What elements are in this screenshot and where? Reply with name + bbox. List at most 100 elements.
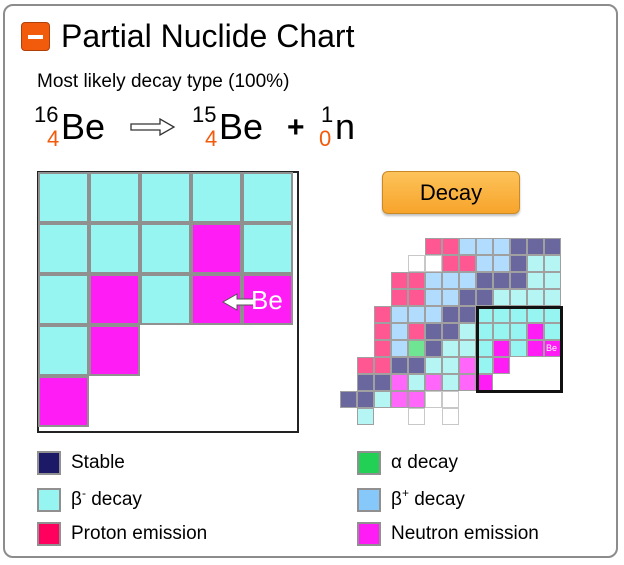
- nuclide-cell-beta-minus[interactable]: [140, 274, 191, 325]
- mini-cell-beta-plus[interactable]: [391, 323, 408, 340]
- mini-cell-empty[interactable]: [425, 391, 442, 408]
- mini-cell-beta-plus[interactable]: [391, 340, 408, 357]
- mini-cell-beta-plus[interactable]: [476, 238, 493, 255]
- nuclide-cell-neutron[interactable]: [38, 376, 89, 427]
- mini-cell-proton[interactable]: [374, 306, 391, 323]
- mini-cell-beta-minus[interactable]: [442, 357, 459, 374]
- nuclide-cell-beta-minus[interactable]: [38, 325, 89, 376]
- mini-cell-beta-minus[interactable]: [357, 408, 374, 425]
- mini-cell-neutron-hi[interactable]: [493, 357, 510, 374]
- mini-cell-proton[interactable]: [357, 357, 374, 374]
- mini-cell-neutron[interactable]: [391, 391, 408, 408]
- mini-cell-stable[interactable]: [493, 272, 510, 289]
- mini-cell-beta-minus[interactable]: [544, 272, 561, 289]
- collapse-button[interactable]: [21, 22, 50, 51]
- mini-cell-empty[interactable]: [408, 408, 425, 425]
- mini-cell-beta-minus[interactable]: [544, 255, 561, 272]
- mini-cell-beta-plus[interactable]: [442, 272, 459, 289]
- nuclide-cell-beta-minus[interactable]: [242, 223, 293, 274]
- mini-cell-beta-minus[interactable]: [527, 272, 544, 289]
- nuclide-cell-neutron[interactable]: [89, 274, 140, 325]
- mini-cell-beta-plus[interactable]: [493, 255, 510, 272]
- mini-cell-beta-plus[interactable]: [459, 272, 476, 289]
- nuclide-cell-beta-minus[interactable]: [89, 223, 140, 274]
- mini-cell-stable[interactable]: [476, 289, 493, 306]
- nuclide-cell-neutron[interactable]: [89, 325, 140, 376]
- mini-cell-beta-plus[interactable]: [408, 306, 425, 323]
- mini-cell-proton[interactable]: [391, 289, 408, 306]
- mini-cell-beta-plus[interactable]: [425, 306, 442, 323]
- mini-cell-beta-minus[interactable]: [408, 374, 425, 391]
- mini-cell-neutron[interactable]: [425, 374, 442, 391]
- mini-cell-beta-plus[interactable]: [425, 272, 442, 289]
- nuclide-cell-beta-minus[interactable]: [140, 223, 191, 274]
- mini-cell-proton[interactable]: [374, 323, 391, 340]
- mini-cell-beta-plus[interactable]: [391, 306, 408, 323]
- mini-nuclide-chart[interactable]: Be: [340, 238, 563, 425]
- nuclide-cell-beta-minus[interactable]: [89, 172, 140, 223]
- mini-cell-neutron-hi[interactable]: [527, 323, 544, 340]
- mini-cell-empty[interactable]: [425, 255, 442, 272]
- nuclide-cell-neutron[interactable]: [191, 223, 242, 274]
- mini-cell-neutron-hi[interactable]: [493, 340, 510, 357]
- mini-cell-proton[interactable]: [408, 272, 425, 289]
- mini-cell-neutron[interactable]: [391, 374, 408, 391]
- mini-cell-beta-plus[interactable]: [425, 289, 442, 306]
- mini-cell-beta-minus-hi[interactable]: [493, 323, 510, 340]
- mini-cell-beta-plus[interactable]: [476, 255, 493, 272]
- nuclide-cell-beta-minus[interactable]: [38, 223, 89, 274]
- mini-cell-beta-minus[interactable]: [527, 289, 544, 306]
- mini-cell-stable[interactable]: [408, 357, 425, 374]
- mini-cell-empty[interactable]: [442, 408, 459, 425]
- mini-cell-neutron-hi[interactable]: [527, 340, 544, 357]
- mini-cell-stable[interactable]: [510, 272, 527, 289]
- mini-cell-alpha[interactable]: [408, 340, 425, 357]
- mini-cell-beta-minus[interactable]: [527, 255, 544, 272]
- mini-cell-beta-minus[interactable]: [459, 340, 476, 357]
- mini-cell-stable[interactable]: [544, 238, 561, 255]
- mini-cell-neutron[interactable]: [459, 374, 476, 391]
- mini-cell-beta-minus-hi[interactable]: [510, 323, 527, 340]
- nuclide-cell-beta-minus[interactable]: [242, 172, 293, 223]
- decay-button[interactable]: Decay: [382, 171, 520, 214]
- mini-cell-beta-minus[interactable]: [493, 289, 510, 306]
- nuclide-cell-beta-minus[interactable]: [140, 172, 191, 223]
- mini-cell-empty[interactable]: [408, 255, 425, 272]
- mini-cell-beta-minus[interactable]: [374, 391, 391, 408]
- mini-cell-stable[interactable]: [425, 340, 442, 357]
- mini-cell-proton[interactable]: [459, 255, 476, 272]
- mini-cell-beta-minus[interactable]: [442, 340, 459, 357]
- mini-cell-proton[interactable]: [442, 238, 459, 255]
- mini-cell-neutron[interactable]: [459, 357, 476, 374]
- mini-cell-beta-minus-hi[interactable]: [510, 340, 527, 357]
- mini-cell-stable[interactable]: [527, 238, 544, 255]
- mini-cell-beta-minus[interactable]: [510, 289, 527, 306]
- mini-cell-stable[interactable]: [510, 255, 527, 272]
- mini-cell-stable[interactable]: [391, 357, 408, 374]
- mini-cell-proton[interactable]: [391, 272, 408, 289]
- mini-cell-proton[interactable]: [408, 289, 425, 306]
- mini-cell-stable[interactable]: [442, 306, 459, 323]
- mini-cell-beta-minus[interactable]: [425, 357, 442, 374]
- mini-cell-stable[interactable]: [357, 374, 374, 391]
- mini-cell-proton[interactable]: [408, 323, 425, 340]
- mini-cell-stable[interactable]: [425, 323, 442, 340]
- mini-cell-neutron[interactable]: [408, 391, 425, 408]
- mini-cell-stable[interactable]: [442, 323, 459, 340]
- mini-cell-stable[interactable]: [459, 289, 476, 306]
- nuclide-cell-beta-minus[interactable]: [191, 172, 242, 223]
- mini-cell-beta-plus[interactable]: [442, 289, 459, 306]
- mini-cell-stable[interactable]: [476, 272, 493, 289]
- mini-cell-proton[interactable]: [374, 357, 391, 374]
- mini-cell-beta-minus[interactable]: [544, 289, 561, 306]
- nuclide-cell-beta-minus[interactable]: [38, 172, 89, 223]
- mini-cell-beta-minus[interactable]: [442, 374, 459, 391]
- mini-cell-stable[interactable]: [357, 391, 374, 408]
- mini-cell-proton[interactable]: [425, 238, 442, 255]
- mini-cell-stable[interactable]: [374, 374, 391, 391]
- mini-cell-proton[interactable]: [442, 255, 459, 272]
- mini-cell-beta-plus[interactable]: [459, 238, 476, 255]
- mini-cell-empty[interactable]: [442, 391, 459, 408]
- mini-cell-beta-minus[interactable]: [459, 323, 476, 340]
- mini-cell-stable[interactable]: [340, 391, 357, 408]
